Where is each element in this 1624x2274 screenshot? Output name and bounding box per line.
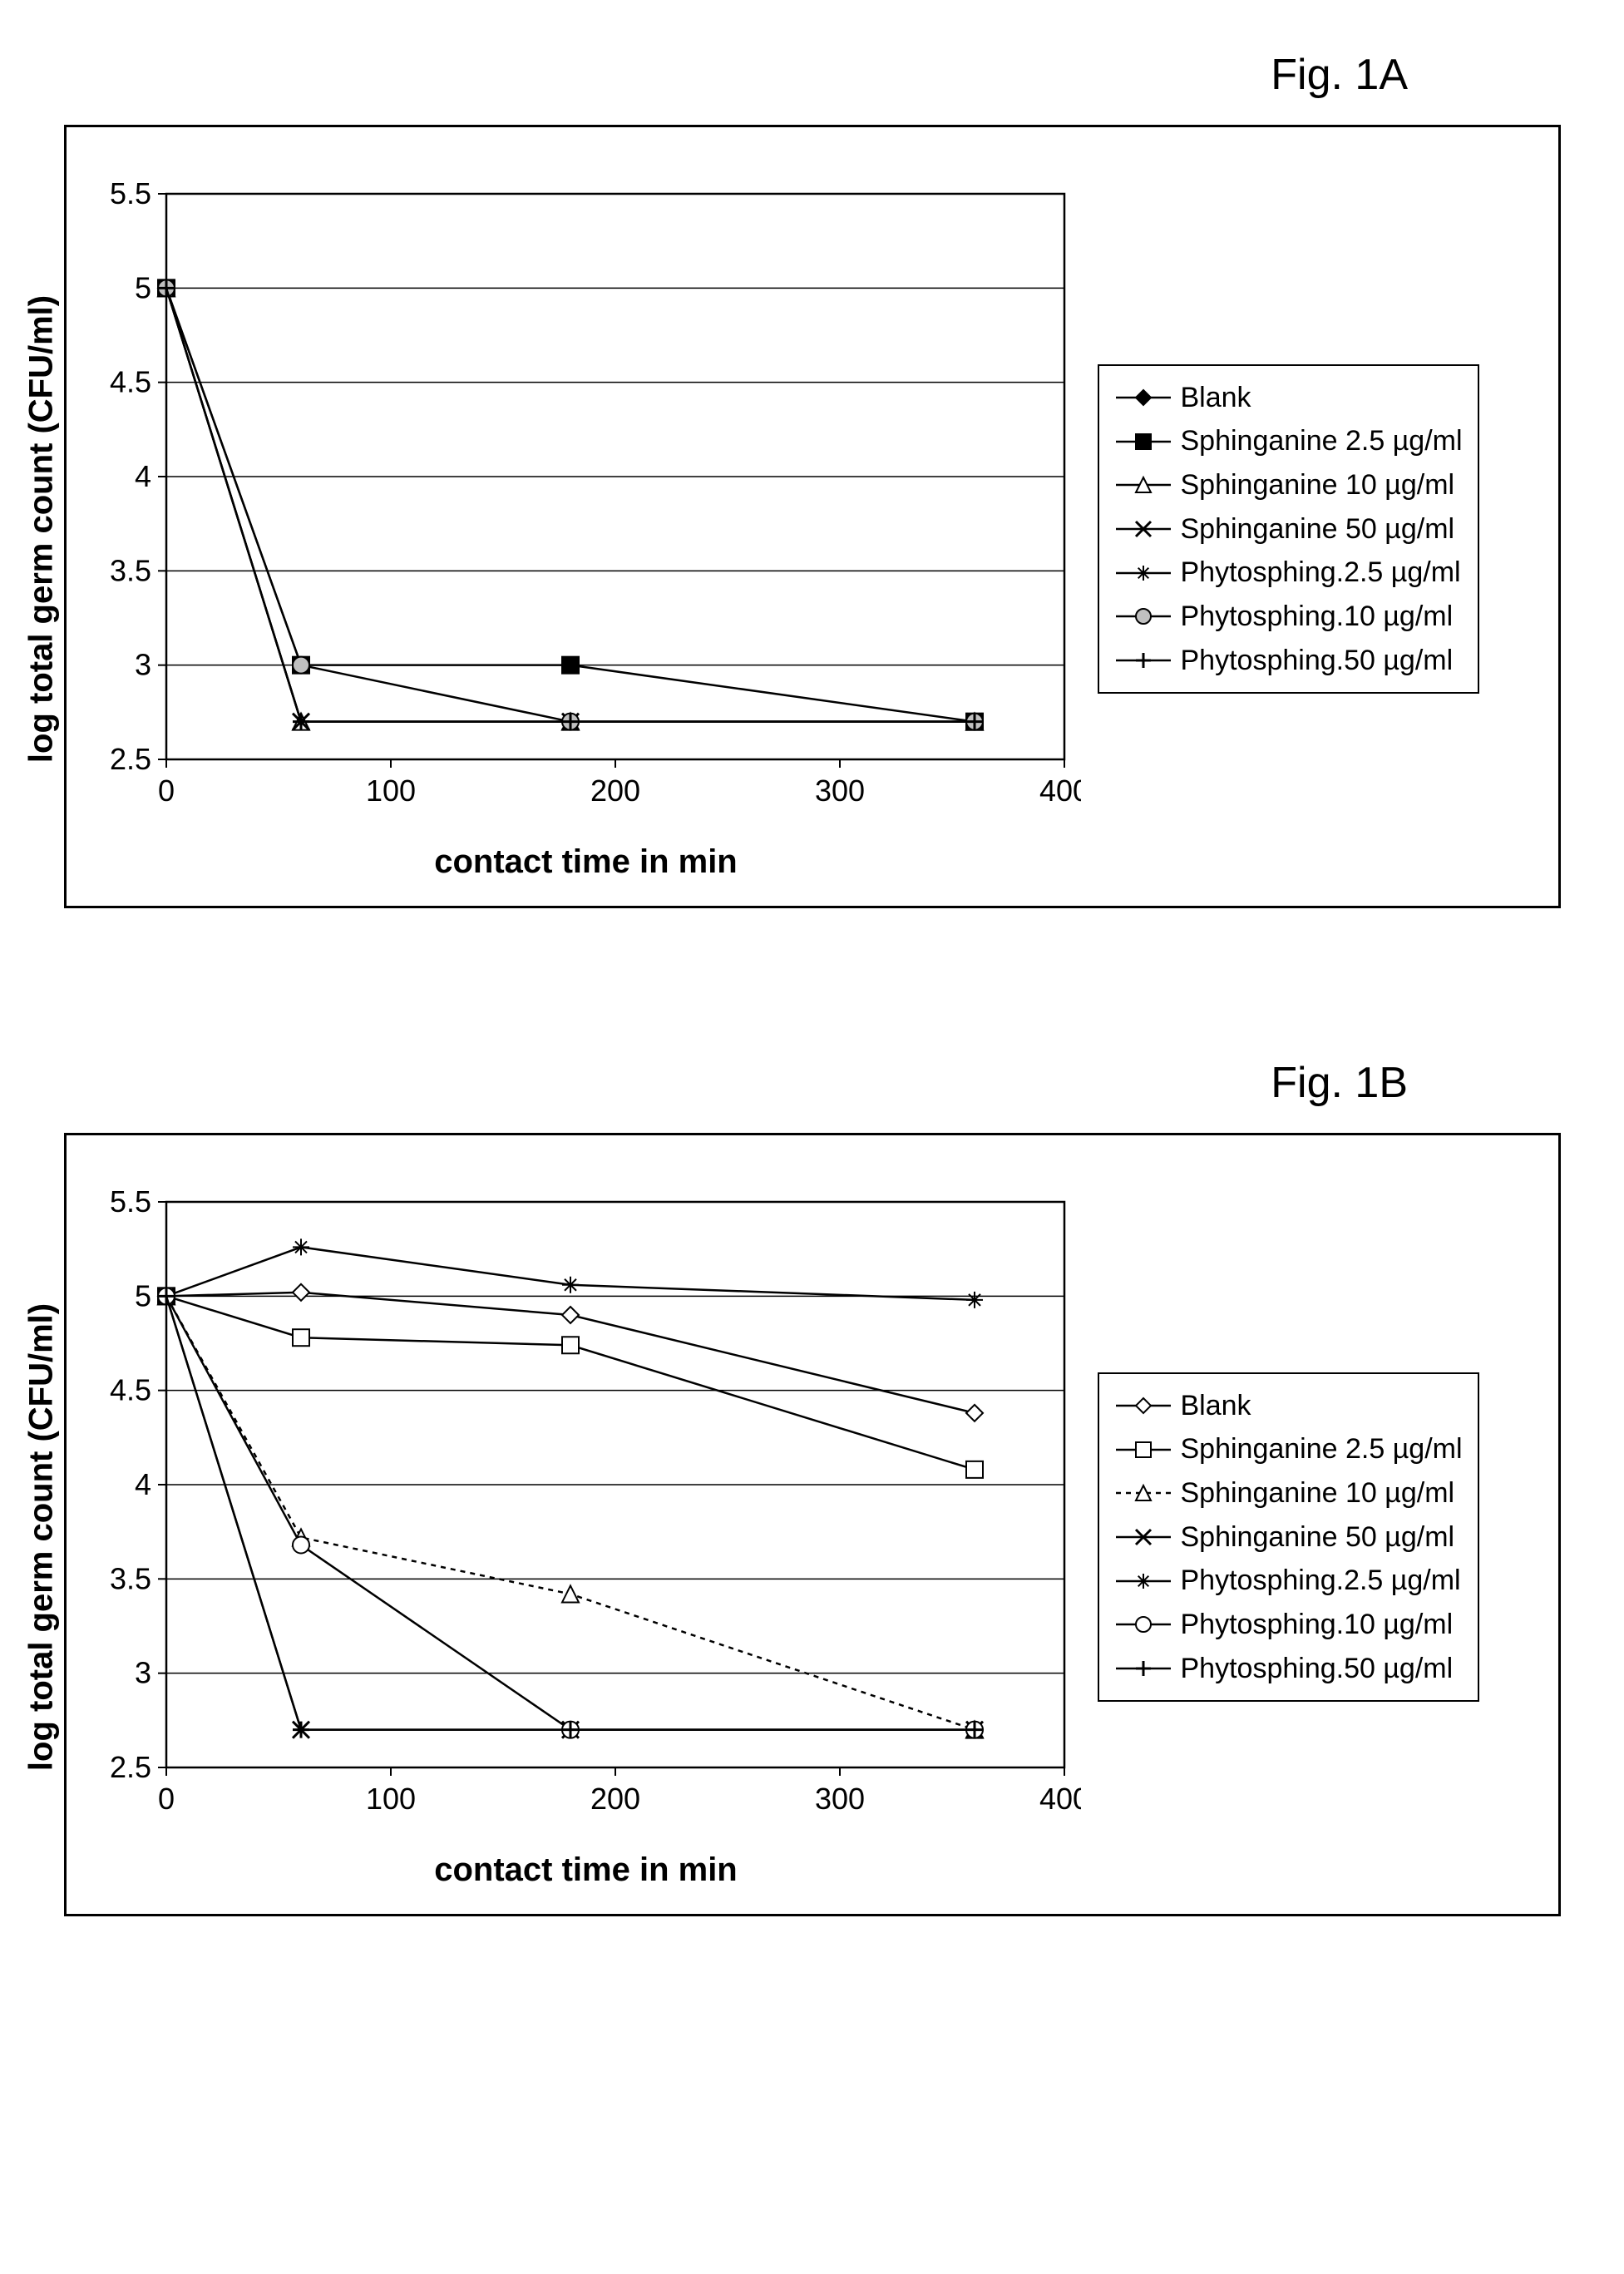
legend-label: Blank (1181, 376, 1251, 420)
legend-label: Phytosphing.50 µg/ml (1181, 639, 1454, 683)
y-tick-label: 5.5 (109, 177, 151, 210)
legend-label: Sphinganine 50 µg/ml (1181, 507, 1455, 551)
figure-label-a: Fig. 1A (50, 50, 1574, 100)
legend-item: Sphinganine 10 µg/ml (1114, 1471, 1463, 1515)
y-tick-label: 3.5 (109, 1561, 151, 1595)
legend-label: Phytosphing.10 µg/ml (1181, 595, 1454, 639)
legend-marker-icon (1114, 604, 1172, 629)
x-tick-label: 300 (814, 1782, 864, 1816)
y-tick-label: 2.5 (109, 742, 151, 776)
legend-label: Phytosphing.2.5 µg/ml (1181, 551, 1461, 595)
y-axis-label: log total germ count (CFU/ml) (22, 1303, 60, 1771)
legend-item: Sphinganine 2.5 µg/ml (1114, 419, 1463, 463)
legend-marker-icon (1114, 472, 1172, 497)
y-tick-label: 3 (134, 1656, 151, 1690)
figure-label-b: Fig. 1B (50, 1058, 1574, 1108)
legend-label: Blank (1181, 1384, 1251, 1428)
x-axis-label: contact time in min (91, 843, 1081, 881)
legend-marker-icon (1114, 1612, 1172, 1637)
y-tick-label: 3.5 (109, 553, 151, 587)
legend-item: Phytosphing.2.5 µg/ml (1114, 551, 1463, 595)
chart-b: log total germ count (CFU/ml)2.533.544.5… (91, 1185, 1081, 1889)
x-tick-label: 200 (590, 1782, 639, 1816)
x-tick-label: 200 (590, 774, 639, 808)
chart-b-container: log total germ count (CFU/ml)2.533.544.5… (64, 1133, 1561, 1916)
y-tick-label: 4 (134, 1467, 151, 1501)
legend-marker-icon (1114, 1481, 1172, 1505)
legend-item: Phytosphing.50 µg/ml (1114, 1647, 1463, 1691)
legend-item: Sphinganine 50 µg/ml (1114, 507, 1463, 551)
y-tick-label: 5 (134, 1278, 151, 1312)
legend-marker-icon (1114, 1437, 1172, 1462)
x-tick-label: 100 (365, 1782, 415, 1816)
legend-label: Phytosphing.10 µg/ml (1181, 1603, 1454, 1647)
legend-marker-icon (1114, 1393, 1172, 1418)
legend-item: Phytosphing.10 µg/ml (1114, 595, 1463, 639)
y-tick-label: 4.5 (109, 1373, 151, 1407)
legend-a: BlankSphinganine 2.5 µg/mlSphinganine 10… (1098, 364, 1479, 695)
legend-marker-icon (1114, 1569, 1172, 1594)
legend-item: Blank (1114, 376, 1463, 420)
legend-label: Sphinganine 50 µg/ml (1181, 1515, 1455, 1560)
y-tick-label: 5 (134, 270, 151, 304)
legend-item: Sphinganine 50 µg/ml (1114, 1515, 1463, 1560)
legend-label: Phytosphing.50 µg/ml (1181, 1647, 1454, 1691)
legend-marker-icon (1114, 517, 1172, 541)
legend-marker-icon (1114, 1656, 1172, 1681)
legend-marker-icon (1114, 561, 1172, 586)
legend-item: Blank (1114, 1384, 1463, 1428)
legend-item: Phytosphing.2.5 µg/ml (1114, 1559, 1463, 1603)
chart-svg: 2.5 3 3.5 4 4.5 5 5.5 0 100 200 300 400 (91, 177, 1081, 834)
x-tick-label: 400 (1039, 774, 1080, 808)
y-tick-label: 3 (134, 648, 151, 682)
legend-item: Phytosphing.50 µg/ml (1114, 639, 1463, 683)
legend-marker-icon (1114, 648, 1172, 673)
y-axis-label: log total germ count (CFU/ml) (22, 295, 60, 763)
legend-b: BlankSphinganine 2.5 µg/mlSphinganine 10… (1098, 1372, 1479, 1703)
x-axis-label: contact time in min (91, 1851, 1081, 1889)
x-tick-label: 400 (1039, 1782, 1080, 1816)
y-tick-label: 5.5 (109, 1185, 151, 1219)
y-tick-label: 4.5 (109, 365, 151, 399)
x-tick-label: 100 (365, 774, 415, 808)
chart-a: log total germ count (CFU/ml)2.533.544.5… (91, 177, 1081, 881)
legend-item: Sphinganine 2.5 µg/ml (1114, 1427, 1463, 1471)
chart-svg: 2.5 3 3.5 4 4.5 5 5.5 0 100 200 300 400 (91, 1185, 1081, 1842)
y-tick-label: 4 (134, 459, 151, 493)
legend-item: Sphinganine 10 µg/ml (1114, 463, 1463, 507)
legend-label: Sphinganine 2.5 µg/ml (1181, 419, 1463, 463)
legend-marker-icon (1114, 1525, 1172, 1550)
chart-a-container: log total germ count (CFU/ml)2.533.544.5… (64, 125, 1561, 908)
legend-label: Sphinganine 10 µg/ml (1181, 463, 1455, 507)
legend-marker-icon (1114, 429, 1172, 454)
legend-label: Sphinganine 2.5 µg/ml (1181, 1427, 1463, 1471)
legend-marker-icon (1114, 385, 1172, 410)
x-tick-label: 0 (157, 1782, 174, 1816)
y-tick-label: 2.5 (109, 1750, 151, 1784)
legend-label: Phytosphing.2.5 µg/ml (1181, 1559, 1461, 1603)
legend-item: Phytosphing.10 µg/ml (1114, 1603, 1463, 1647)
legend-label: Sphinganine 10 µg/ml (1181, 1471, 1455, 1515)
x-tick-label: 0 (157, 774, 174, 808)
x-tick-label: 300 (814, 774, 864, 808)
